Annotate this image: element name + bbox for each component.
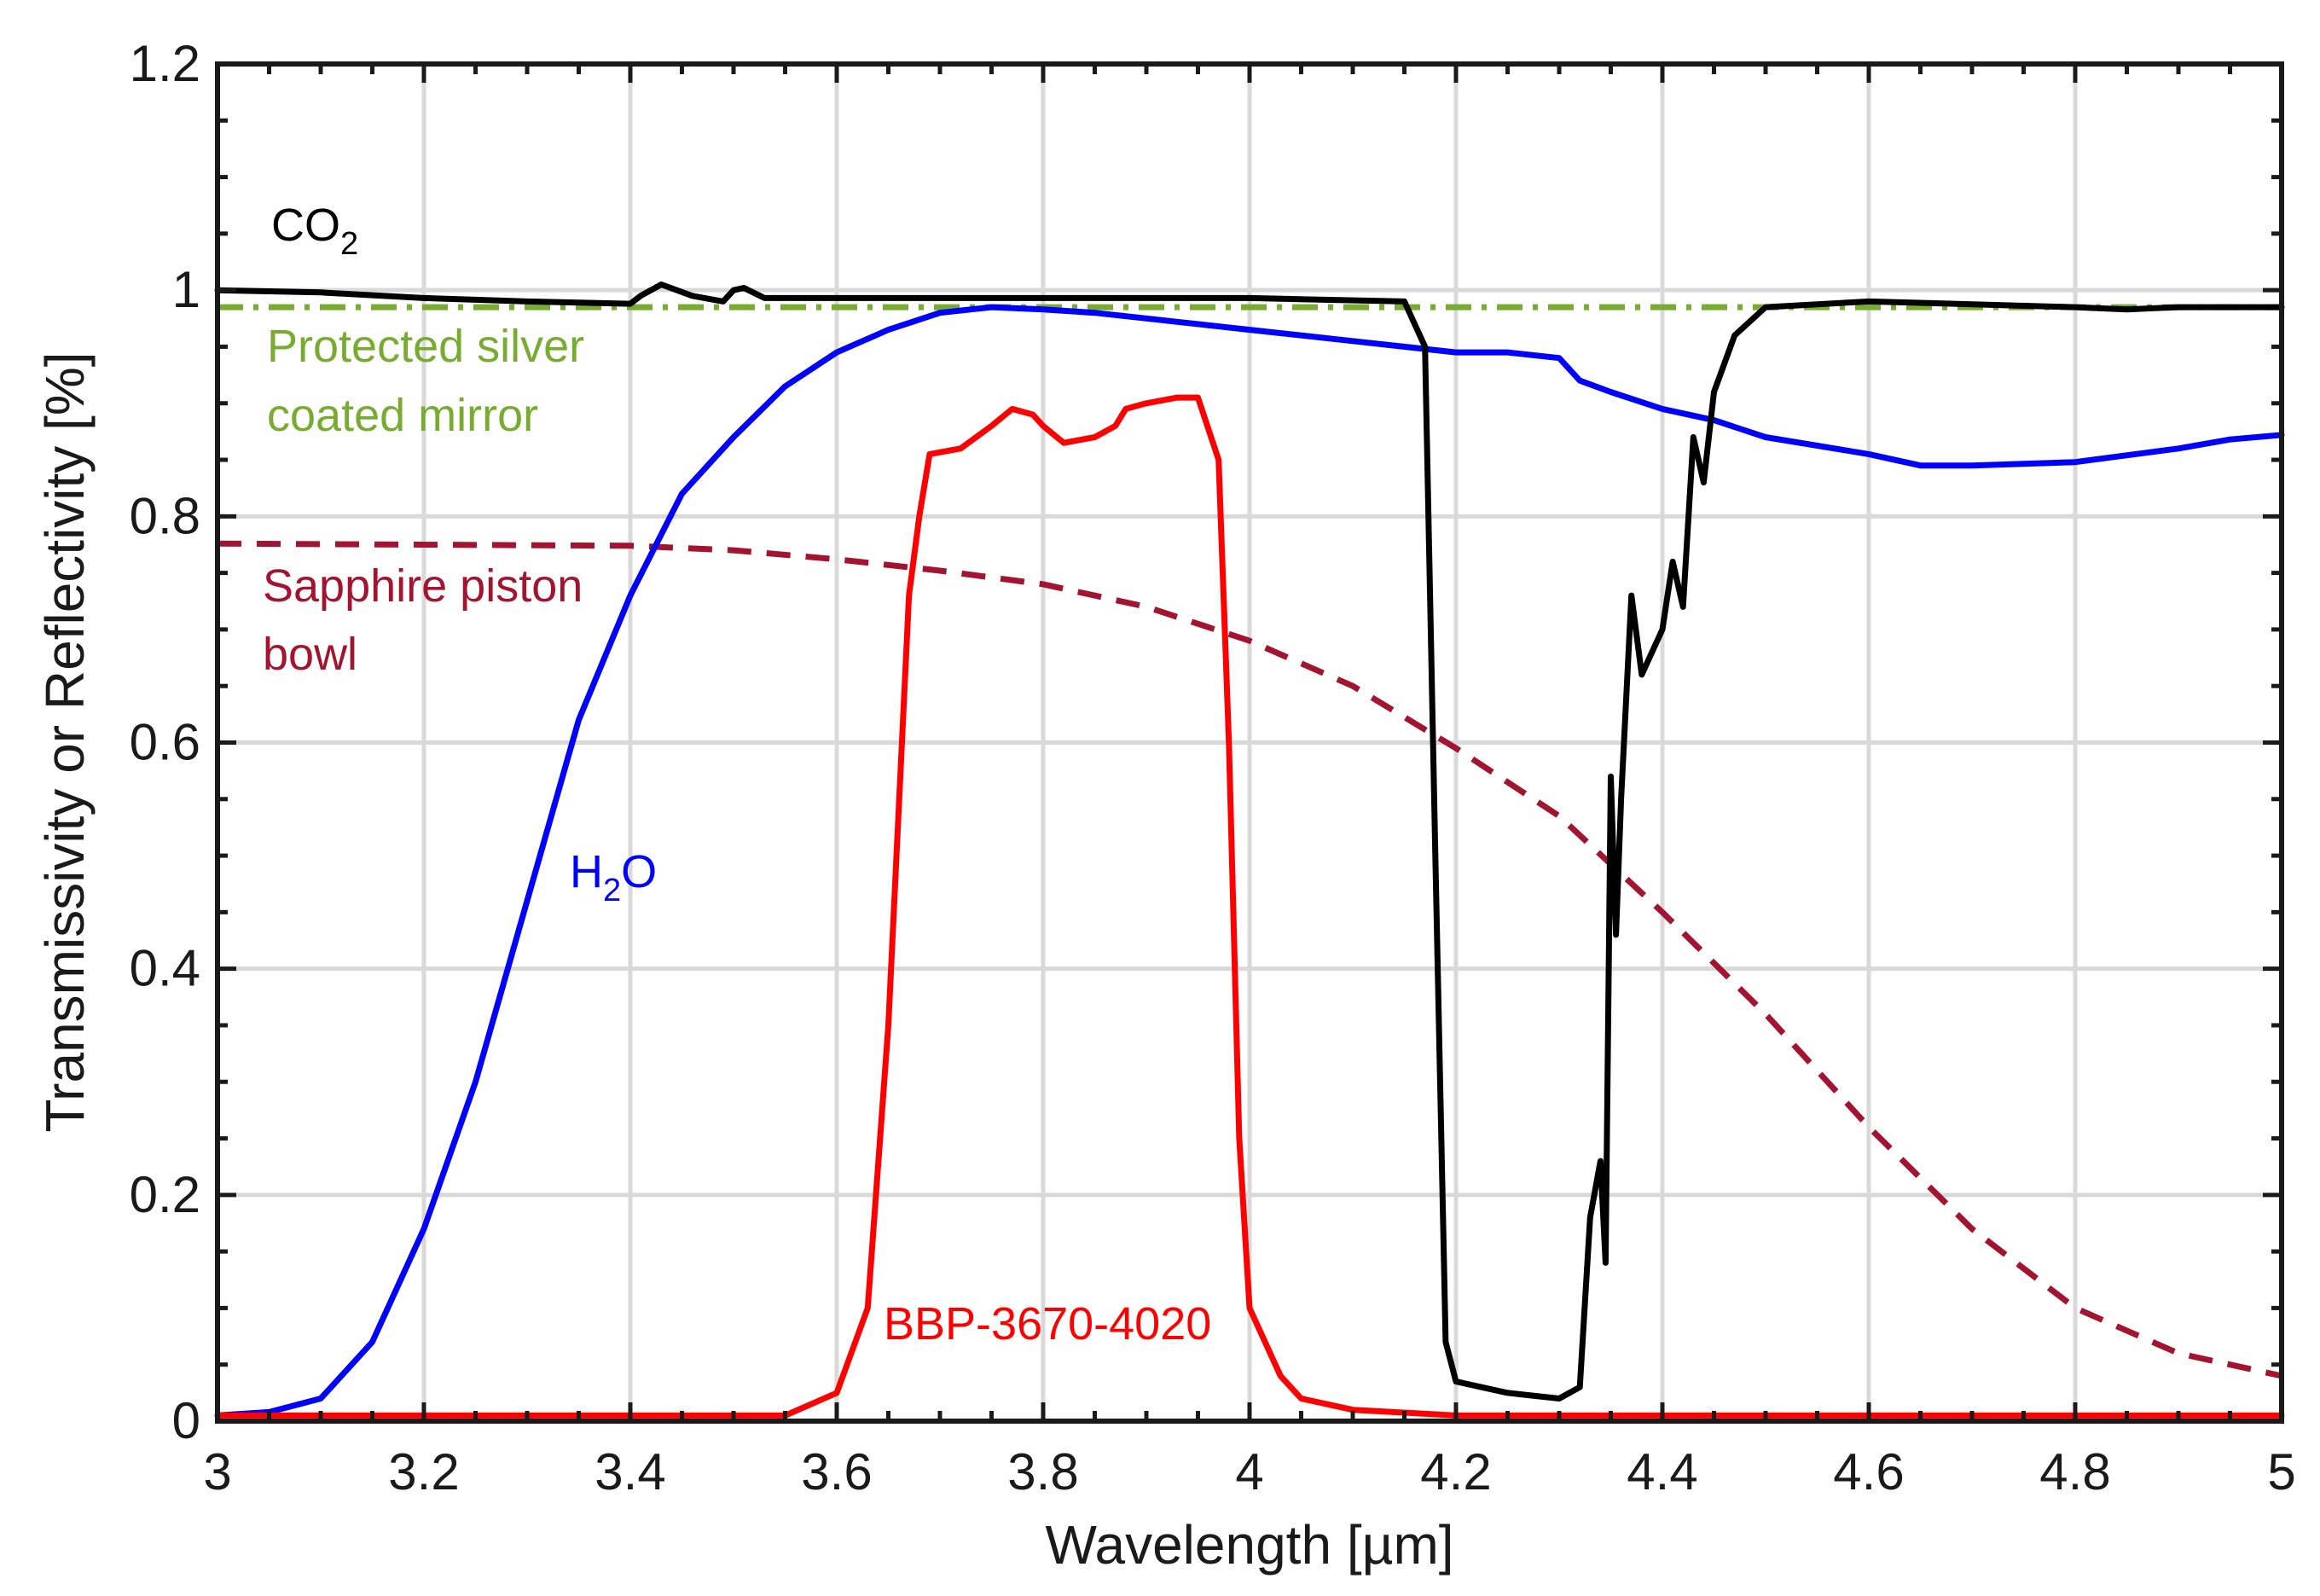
- x-tick-label: 4: [1235, 1443, 1263, 1500]
- series-bbp-3670-4020: [214, 394, 2285, 1419]
- h2o-label-sub: 2: [603, 873, 621, 908]
- tick-labels: 3 3.2 3.4 3.6 3.8 4 4.2 4.4 4.6 4.8 5 0 0.2 0.4 0.6 0.8…: [130, 35, 2296, 1500]
- bbp-label: BBP-3670-4020: [884, 1298, 1211, 1349]
- y-tick-label: 0.4: [130, 940, 200, 997]
- x-tick-label: 5: [2267, 1443, 2295, 1500]
- series-sapphire-piston-bowl: [217, 540, 2282, 1379]
- h2o-label-main: H: [570, 846, 603, 897]
- co2-label-sub: 2: [340, 226, 358, 262]
- y-tick-label: 0: [172, 1392, 200, 1449]
- sapphire-label-line1: Sapphire piston: [263, 560, 583, 612]
- co2-label-main: CO: [271, 200, 340, 251]
- mirror-label-line1: Protected silver: [267, 321, 584, 372]
- y-tick-label: 0.8: [130, 487, 200, 544]
- x-tick-label: 4.8: [2039, 1443, 2110, 1500]
- series-co2: [214, 281, 2285, 1402]
- y-tick-label: 0.2: [130, 1166, 200, 1223]
- y-axis-label: Transmissivity or Reflectivity [%]: [34, 351, 96, 1132]
- y-tick-label: 1: [172, 261, 200, 318]
- series-layer: [214, 281, 2285, 1419]
- ticks: [215, 61, 2284, 1424]
- x-tick-label: 3.4: [594, 1443, 665, 1500]
- x-tick-label: 3.2: [388, 1443, 459, 1500]
- x-tick-label: 4.4: [1627, 1443, 1697, 1500]
- h2o-label-end: O: [621, 846, 657, 897]
- x-tick-label: 3.8: [1007, 1443, 1078, 1500]
- x-tick-label: 4.2: [1420, 1443, 1491, 1500]
- x-tick-label: 3: [203, 1443, 231, 1500]
- y-tick-label: 1.2: [130, 35, 200, 92]
- series-h2o: [214, 304, 2285, 1419]
- mirror-label-line2: coated mirror: [267, 390, 538, 441]
- y-tick-label: 0.6: [130, 714, 200, 771]
- sapphire-label-line2: bowl: [263, 629, 357, 680]
- x-axis-label: Wavelength [µm]: [1045, 1514, 1453, 1576]
- co2-label: CO2: [271, 200, 358, 262]
- x-tick-label: 3.6: [801, 1443, 872, 1500]
- x-tick-label: 4.6: [1833, 1443, 1904, 1500]
- h2o-label: H2O: [570, 846, 657, 908]
